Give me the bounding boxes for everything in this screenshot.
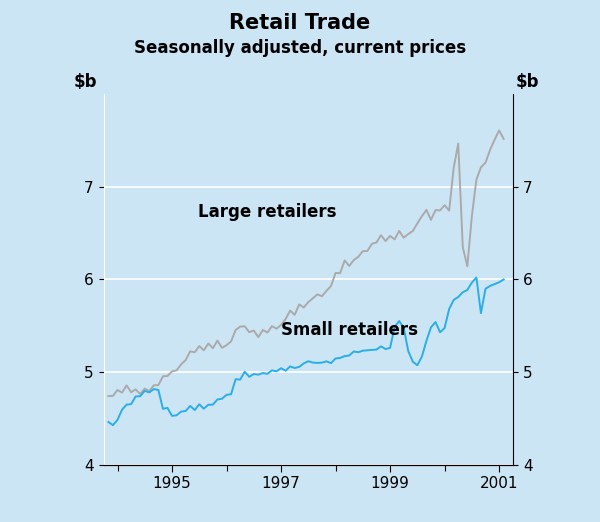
Text: Large retailers: Large retailers [198,203,337,221]
Text: $b: $b [73,73,97,91]
Text: Retail Trade: Retail Trade [229,13,371,33]
Text: Seasonally adjusted, current prices: Seasonally adjusted, current prices [134,39,466,57]
Text: $b: $b [516,73,539,91]
Text: Small retailers: Small retailers [281,321,418,339]
